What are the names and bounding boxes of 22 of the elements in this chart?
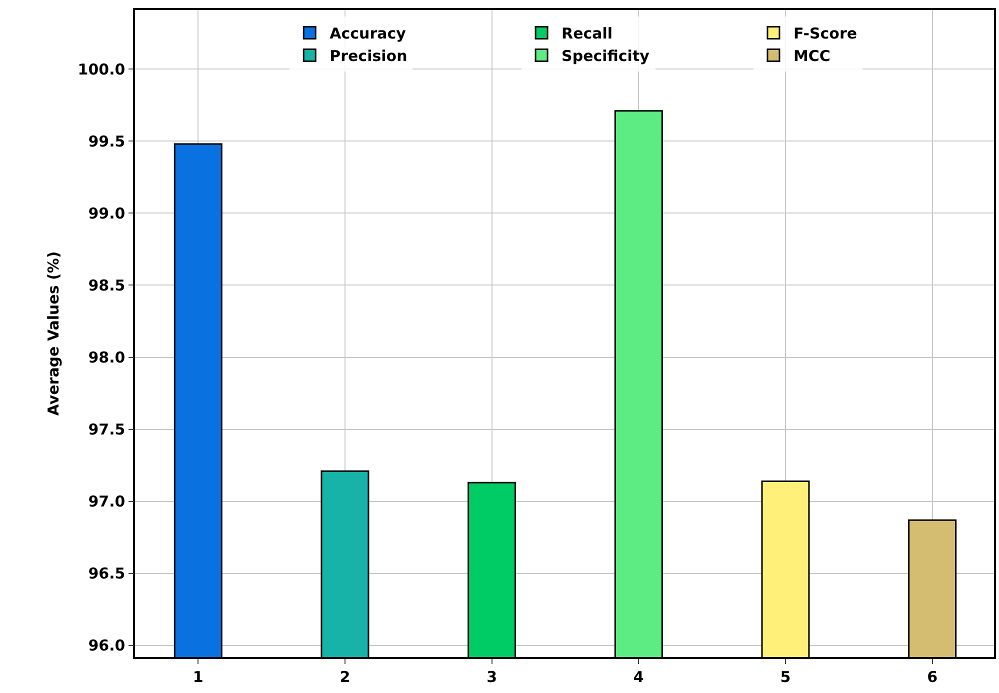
y-tick-label: 98.5 (88, 276, 126, 294)
legend-label: Recall (562, 24, 613, 43)
legend-label: Specificity (562, 47, 650, 66)
y-tick-label: 99.5 (88, 132, 126, 150)
y-tick-label: 97.5 (88, 420, 126, 439)
legend-label: MCC (793, 47, 830, 66)
y-tick-label: 99.0 (88, 204, 126, 222)
x-tick-label: 6 (927, 668, 938, 686)
x-tick-label: 4 (633, 668, 644, 686)
legend-label: Precision (330, 47, 408, 66)
x-tick-label: 3 (486, 668, 498, 686)
y-tick-label: 96.0 (88, 636, 126, 655)
legend-label: F-Score (793, 24, 858, 43)
y-tick-label: 100.0 (78, 60, 126, 78)
x-tick-label: 5 (780, 668, 791, 686)
y-tick-label: 98.0 (88, 348, 126, 367)
legend-label: Accuracy (330, 24, 406, 43)
y-tick-label: 96.5 (88, 564, 126, 583)
y-axis-title: Average Values (%) (44, 251, 63, 416)
x-tick-label: 1 (192, 668, 204, 686)
x-tick-label: 2 (340, 668, 350, 686)
y-tick-label: 97.0 (88, 492, 126, 511)
